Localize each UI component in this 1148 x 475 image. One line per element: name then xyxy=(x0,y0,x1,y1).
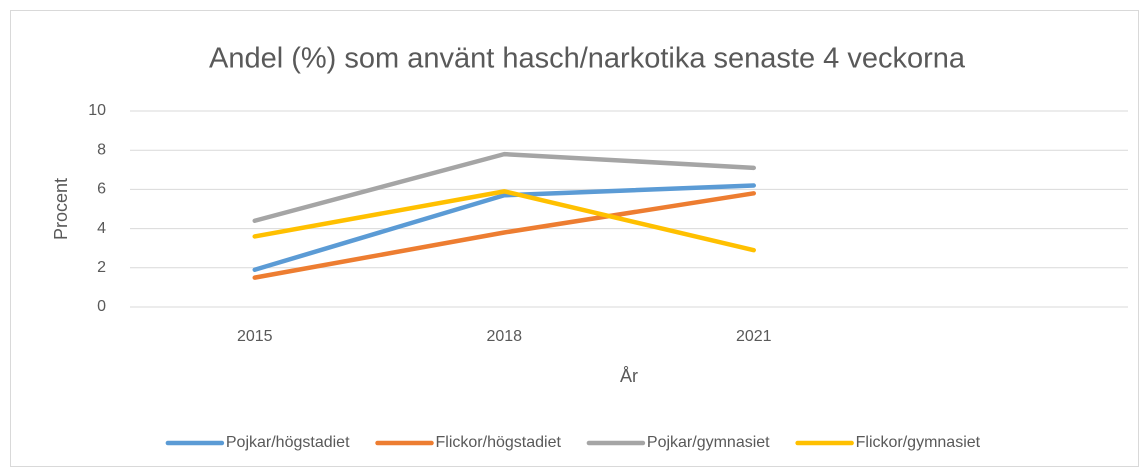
series-line xyxy=(252,151,756,224)
y-tick-label: 2 xyxy=(97,259,106,276)
legend-label: Pojkar/högstadiet xyxy=(226,434,350,451)
legend-label: Flickor/gymnasiet xyxy=(856,434,981,451)
y-tick-label: 0 xyxy=(97,298,106,315)
y-tick-label: 4 xyxy=(97,220,106,237)
y-tick-label: 6 xyxy=(97,181,106,198)
legend-label: Pojkar/gymnasiet xyxy=(647,434,770,451)
chart-title: Andel (%) som använt hasch/narkotika sen… xyxy=(209,43,966,75)
y-axis-label: Procent xyxy=(51,178,71,240)
y-tick-label: 8 xyxy=(97,141,106,158)
x-tick-label: 2021 xyxy=(736,328,772,345)
series-line xyxy=(252,191,756,280)
y-tick-label: 10 xyxy=(88,102,106,119)
series-line xyxy=(252,189,756,253)
legend-label: Flickor/högstadiet xyxy=(436,434,562,451)
x-tick-label: 2018 xyxy=(486,328,522,345)
x-axis-label: År xyxy=(620,366,638,386)
chart-border xyxy=(10,10,1139,467)
series-line xyxy=(252,183,756,273)
x-tick-label: 2015 xyxy=(237,328,273,345)
